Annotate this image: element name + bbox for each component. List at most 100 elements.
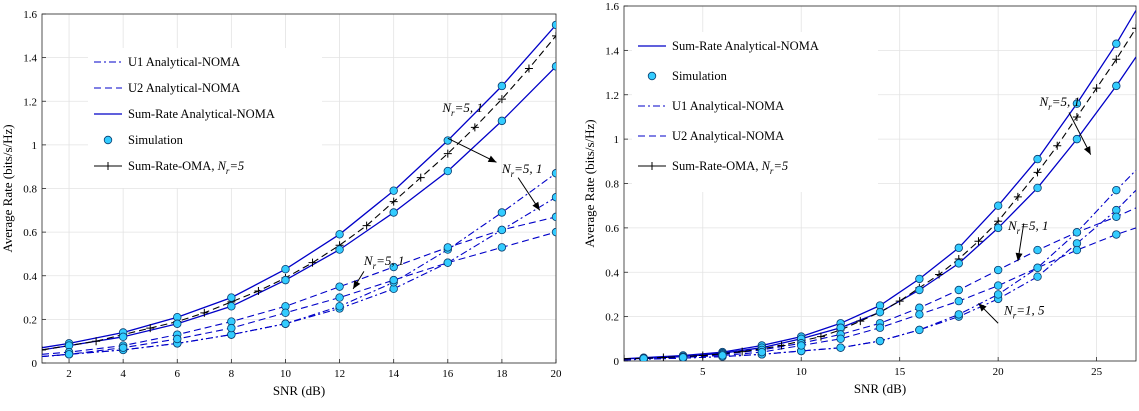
oma-plus-marker	[624, 354, 628, 361]
y-tick-label: 0.4	[605, 267, 619, 279]
x-tick-label: 6	[175, 368, 181, 380]
legend-label: U2 Analytical-NOMA	[672, 129, 784, 143]
x-tick-label: 25	[1091, 366, 1103, 378]
annotation-arrowhead	[1083, 145, 1091, 155]
oma-plus-marker	[470, 123, 479, 132]
oma-plus-marker	[416, 173, 425, 182]
oma-plus-marker	[497, 95, 506, 104]
y-tick-label: 1.6	[23, 9, 37, 21]
simulation-marker	[497, 243, 507, 252]
simulation-marker	[1112, 39, 1121, 48]
simulation-marker	[551, 227, 556, 237]
y-axis-label: Average Rate (bits/s/Hz)	[0, 124, 15, 252]
simulation-marker	[993, 290, 1003, 299]
legend: U1 Analytical-NOMA U2 Analytical-NOMA Sum-…	[88, 48, 322, 188]
x-tick-label: 2	[66, 368, 72, 380]
oma-plus-marker	[1092, 84, 1101, 93]
simulation-marker	[1112, 81, 1121, 91]
annotation-label: Nr=5, 1	[363, 253, 404, 271]
x-tick-label: 10	[796, 366, 808, 378]
simulation-marker	[1033, 263, 1042, 273]
annotation-arrowhead	[1015, 252, 1023, 262]
simulation-marker	[1033, 154, 1042, 164]
y-tick-label: 0	[32, 358, 38, 370]
simulation-marker	[551, 212, 556, 222]
oma-plus-marker	[1033, 168, 1042, 177]
series-line-dashdot	[624, 189, 1136, 361]
simulation-marker	[1033, 272, 1042, 281]
series-line-dashed	[624, 207, 1136, 360]
simulation-marker	[227, 293, 236, 302]
oma-plus-marker	[659, 353, 668, 361]
oma-plus-marker	[1132, 24, 1136, 33]
simulation-marker	[915, 310, 924, 319]
simulation-marker	[389, 208, 398, 217]
simulation-marker	[993, 223, 1003, 233]
oma-plus-marker	[42, 345, 46, 354]
oma-plus-marker	[816, 332, 825, 341]
legend-label: U1 Analytical-NOMA	[128, 55, 240, 69]
y-tick-label: 0.6	[23, 227, 37, 239]
x-axis-label: SNR (dB)	[273, 383, 325, 398]
simulation-marker	[389, 275, 398, 285]
oma-plus-marker	[1013, 192, 1022, 201]
simulation-marker	[1112, 230, 1121, 239]
x-tick-label: 18	[496, 368, 508, 380]
simulation-marker	[497, 225, 507, 235]
legend-box	[632, 32, 878, 192]
data-area	[624, 10, 1136, 361]
legend-label: Sum-Rate Analytical-NOMA	[672, 39, 819, 53]
simulation-marker	[1072, 228, 1082, 237]
oma-plus-marker	[895, 297, 904, 306]
simulation-marker	[335, 245, 344, 254]
simulation-marker	[551, 169, 556, 178]
simulation-marker	[118, 343, 128, 352]
annotation-label: Nr=5, 1	[1007, 218, 1048, 236]
oma-plus-marker	[443, 149, 452, 158]
legend-label: Sum-Rate-OMA, Nr=5	[128, 159, 244, 176]
y-tick-label: 1.2	[23, 96, 37, 108]
simulation-marker	[836, 343, 845, 352]
annotation-arrowhead	[532, 201, 540, 211]
simulation-marker	[389, 262, 398, 272]
y-tick-label: 0.8	[23, 184, 37, 196]
simulation-marker	[993, 201, 1003, 210]
simulation-marker	[875, 323, 885, 332]
oma-plus-marker	[308, 258, 317, 267]
legend-marker	[647, 71, 657, 81]
simulation-marker	[1072, 99, 1082, 108]
simulation-marker	[915, 325, 924, 335]
simulation-marker	[118, 332, 128, 342]
y-tick-label: 0	[614, 356, 620, 368]
simulation-marker	[281, 308, 290, 318]
oma-plus-marker	[254, 287, 263, 296]
simulation-marker	[551, 193, 556, 202]
y-tick-label: 1.2	[605, 90, 619, 102]
y-tick-label: 0.6	[605, 223, 619, 235]
legend-label: Simulation	[672, 69, 728, 83]
y-tick-label: 0.8	[605, 179, 619, 191]
x-tick-label: 20	[551, 368, 563, 380]
simulation-marker	[797, 341, 806, 350]
simulation-marker	[281, 265, 290, 274]
y-tick-label: 0.4	[23, 271, 37, 283]
simulation-marker	[173, 334, 182, 344]
simulation-marker	[281, 275, 290, 285]
y-tick-label: 0.2	[605, 312, 619, 324]
simulation-marker	[718, 351, 727, 360]
x-tick-label: 12	[334, 368, 345, 380]
data-area	[42, 20, 556, 359]
simulation-marker	[915, 274, 924, 284]
simulation-marker	[335, 230, 344, 239]
simulation-marker	[335, 293, 344, 302]
y-axis-label: Average Rate (bits/s/Hz)	[582, 119, 597, 247]
simulation-marker	[281, 319, 290, 328]
oma-plus-marker	[935, 270, 944, 279]
simulation-marker	[678, 353, 688, 361]
simulation-marker	[551, 62, 556, 71]
y-tick-label: 1	[614, 134, 620, 146]
simulation-marker	[335, 282, 344, 291]
oma-plus-marker	[389, 197, 398, 206]
right-plot: 5 10 15 20 25 0 0.2 0.4 0.6 0.8 1 1.2 1.4 1.6 SNR (dB)…	[582, 1, 1137, 396]
simulation-marker	[954, 296, 963, 306]
